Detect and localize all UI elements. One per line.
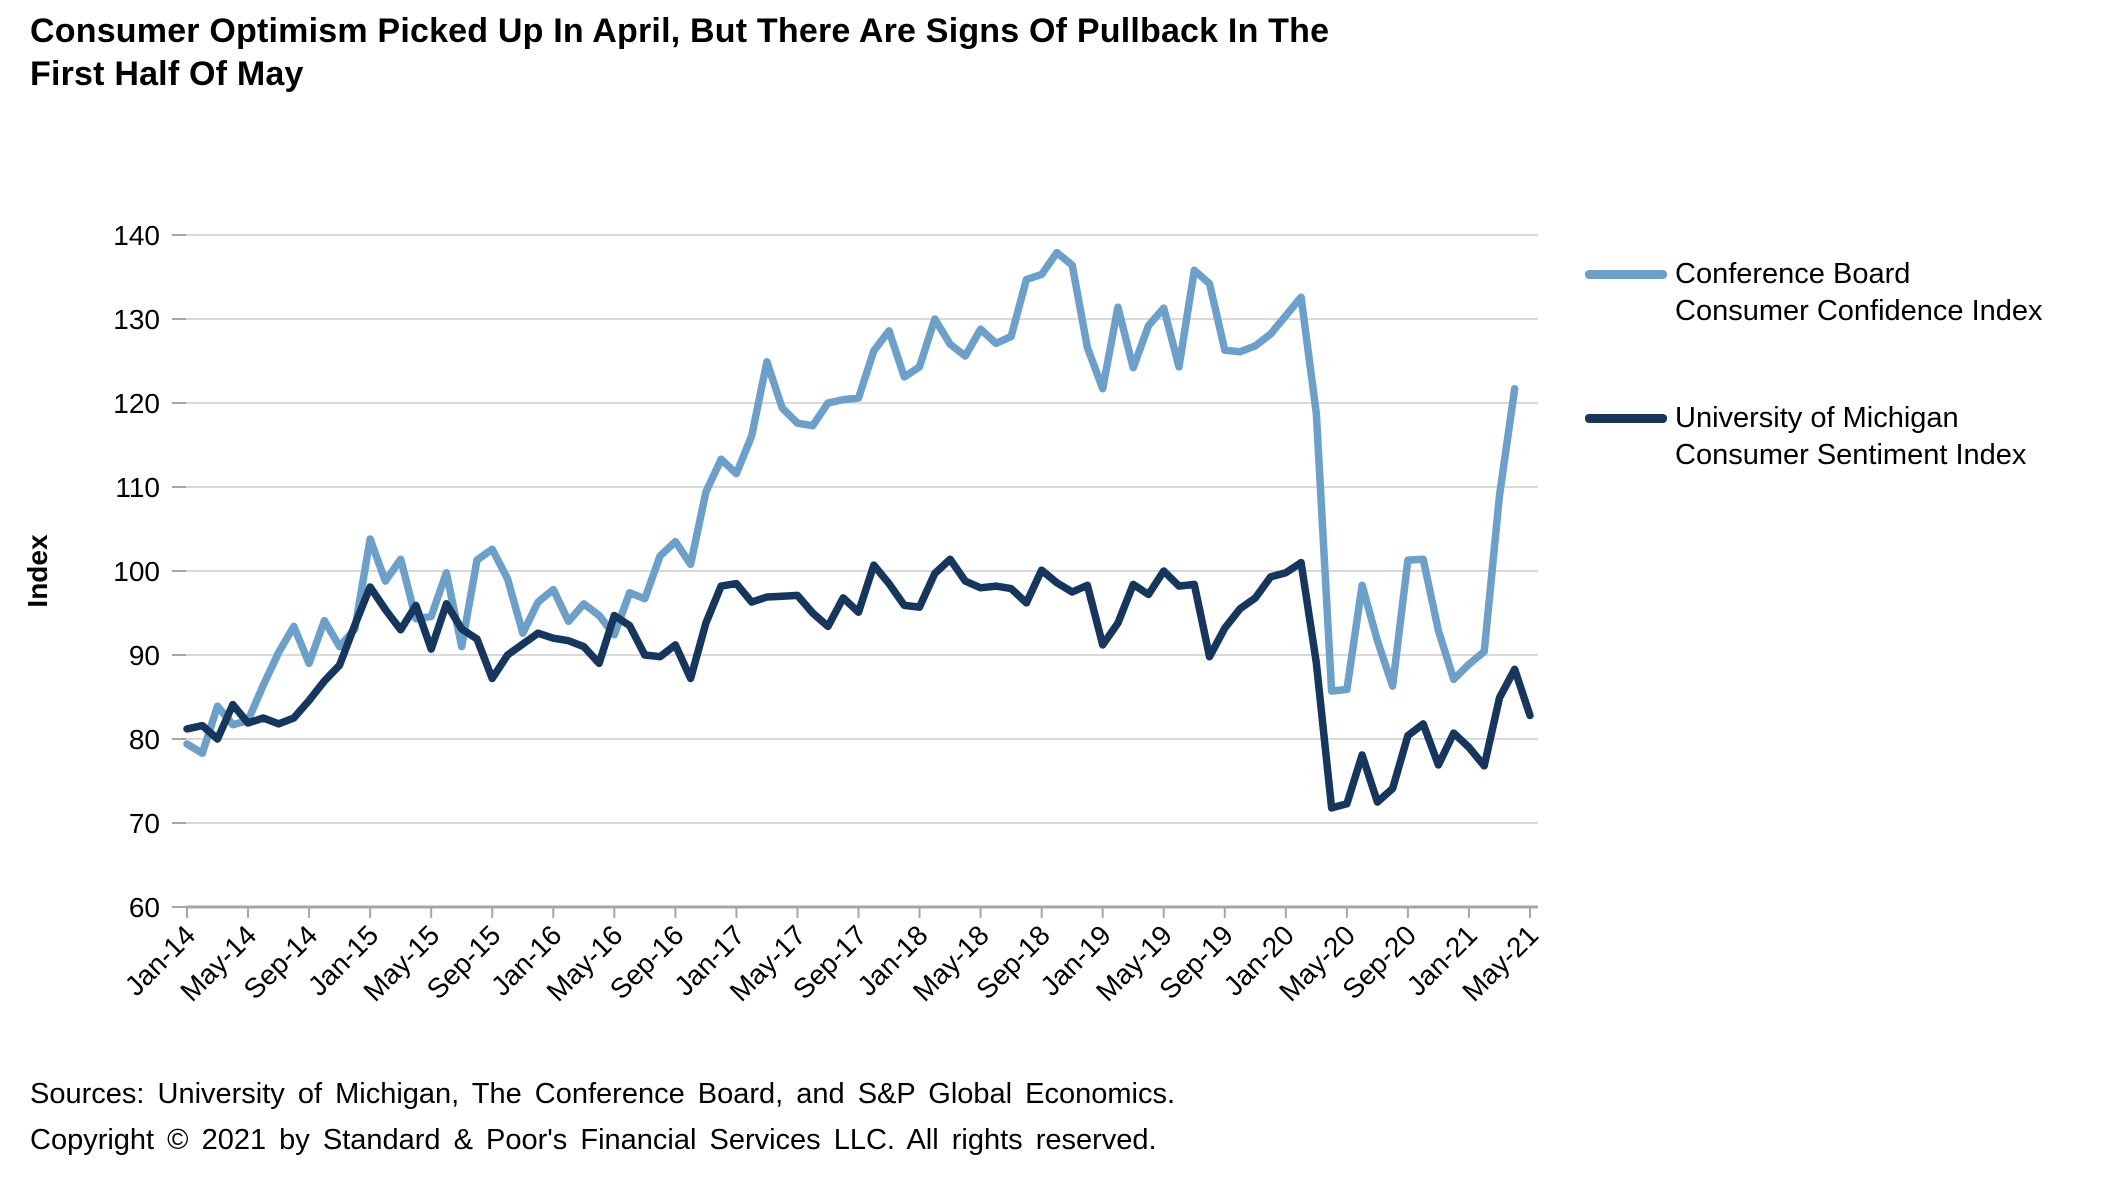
- svg-text:70: 70: [129, 808, 160, 839]
- legend-label-umich: University of Michigan Consumer Sentimen…: [1675, 402, 2027, 471]
- x-axis-labels-group: Jan-14May-14Sep-14Jan-15May-15Sep-15Jan-…: [119, 919, 1544, 1007]
- x-axis-group: [186, 905, 1538, 918]
- legend-item-umich: University of Michigan Consumer Sentimen…: [1585, 400, 2026, 473]
- svg-text:100: 100: [113, 556, 160, 587]
- umich-line-swatch: [1585, 414, 1667, 423]
- source-note: Sources: University of Michigan, The Con…: [30, 1078, 1176, 1110]
- svg-text:130: 130: [113, 304, 160, 335]
- chart-title: Consumer Optimism Picked Up In April, Bu…: [30, 12, 1330, 93]
- svg-text:80: 80: [129, 724, 160, 755]
- svg-text:120: 120: [113, 388, 160, 419]
- conference-board-line-swatch: [1585, 270, 1667, 279]
- copyright-note: Copyright © 2021 by Standard & Poor's Fi…: [30, 1124, 1157, 1156]
- series-umich-line: [183, 555, 1534, 812]
- legend-label-conference-board: Conference Board Consumer Confidence Ind…: [1675, 258, 2043, 327]
- series-conference-board-line: [183, 248, 1519, 758]
- legend-item-conference-board: Conference Board Consumer Confidence Ind…: [1585, 256, 2043, 329]
- svg-text:90: 90: [129, 640, 160, 671]
- y-axis-labels-group: 60 70 80 90 100 110 120 130 140: [113, 220, 160, 923]
- svg-text:140: 140: [113, 220, 160, 251]
- svg-text:60: 60: [129, 892, 160, 923]
- svg-text:110: 110: [115, 472, 160, 503]
